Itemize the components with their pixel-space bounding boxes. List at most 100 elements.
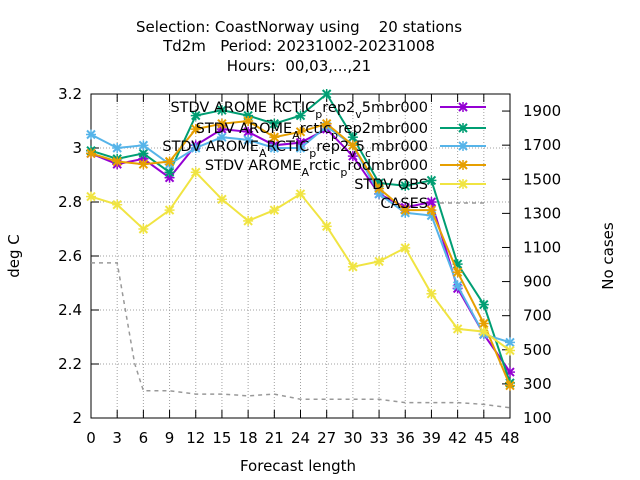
legend-subscript: v bbox=[355, 108, 362, 121]
legend-label: STDV AROMEArcticprep2mbr000 bbox=[196, 121, 428, 142]
legend-subscript: p bbox=[315, 108, 322, 121]
y-tick-label: 2.8 bbox=[58, 193, 82, 211]
data-point bbox=[269, 143, 280, 153]
y2-tick-label: 700 bbox=[523, 307, 552, 325]
legend-subscript: p bbox=[340, 166, 347, 179]
series-5 bbox=[91, 262, 511, 409]
legend-text-part: rep2mbr000 bbox=[338, 121, 428, 137]
data-point bbox=[374, 256, 385, 267]
y2-tick-label: 100 bbox=[523, 409, 552, 427]
y2-axis-ticks: 100 300 500 700 900 1100 1300 1500 1700 1900 bbox=[502, 102, 561, 427]
y2-tick-label: 1300 bbox=[523, 204, 561, 222]
x-axis-ticks: 0 3 6 9 12 15 18 21 24 27 30 33 36 39 42 45 48 bbox=[86, 94, 520, 447]
legend-text-part: rep2 bbox=[322, 100, 355, 116]
data-point bbox=[112, 199, 123, 210]
data-point bbox=[138, 159, 149, 170]
series-3 bbox=[86, 116, 515, 391]
x-tick-label: 33 bbox=[370, 429, 389, 447]
legend-entry-1: STDV AROMEArcticprep2mbr000 bbox=[196, 121, 486, 142]
x-tick-label: 36 bbox=[396, 429, 415, 447]
data-point bbox=[452, 280, 463, 291]
legend-text-part: rctic bbox=[300, 121, 331, 137]
legend-label: STDV AROMEArcticprodmbr000 bbox=[205, 158, 428, 179]
legend-text-part: 5 bbox=[356, 139, 365, 155]
data-point bbox=[452, 323, 463, 334]
data-point bbox=[347, 151, 358, 162]
data-point bbox=[426, 175, 437, 186]
legend-label: STDV OBS bbox=[354, 177, 428, 193]
x-tick-label: 6 bbox=[139, 429, 149, 447]
y2-tick-label: 1100 bbox=[523, 238, 561, 256]
legend-entry-4: STDV OBS bbox=[354, 177, 486, 193]
legend-label: CASES bbox=[380, 196, 428, 212]
data-point bbox=[452, 267, 463, 278]
data-point bbox=[164, 205, 175, 216]
legend-subscript: p bbox=[331, 129, 338, 142]
x-tick-label: 0 bbox=[86, 429, 96, 447]
data-point bbox=[426, 288, 437, 299]
data-point bbox=[347, 261, 358, 272]
legend-marker bbox=[458, 123, 468, 133]
data-point bbox=[190, 143, 201, 153]
data-point bbox=[216, 194, 227, 205]
data-point bbox=[347, 140, 358, 151]
data-point bbox=[138, 148, 149, 159]
legend-subscript: c bbox=[365, 147, 371, 160]
y2-tick-label: 300 bbox=[523, 375, 552, 393]
legend-marker bbox=[458, 179, 468, 189]
y-axis-label: deg C bbox=[5, 234, 23, 278]
data-point bbox=[426, 205, 437, 216]
legend-text-part: STDV AROME bbox=[162, 139, 259, 155]
y-tick-label: 2 bbox=[72, 409, 82, 427]
y2-axis-label: No cases bbox=[599, 222, 617, 290]
data-point bbox=[400, 205, 411, 216]
legend-entry-2: STDV AROMEARCTICprep2v5cmbr000 bbox=[162, 139, 486, 160]
data-point bbox=[243, 116, 254, 126]
legend-text-part: CASES bbox=[380, 196, 428, 212]
data-series bbox=[86, 89, 515, 409]
y-axis-ticks: 2 2.2 2.4 2.6 2.8 3 3.2 bbox=[58, 85, 99, 427]
data-point bbox=[321, 89, 332, 99]
x-tick-label: 15 bbox=[212, 429, 231, 447]
legend-subscript: A bbox=[292, 129, 300, 142]
data-point bbox=[295, 126, 306, 137]
legend-marker bbox=[458, 160, 468, 170]
y2-tick-label: 500 bbox=[523, 341, 552, 359]
data-point bbox=[86, 191, 96, 202]
x-tick-label: 27 bbox=[317, 429, 336, 447]
title-line-2: Td2m Period: 20231002-20231008 bbox=[162, 37, 435, 55]
data-point bbox=[138, 140, 149, 151]
legend-text-part: RCTIC bbox=[273, 100, 316, 116]
data-point bbox=[243, 215, 254, 226]
data-point bbox=[86, 148, 96, 159]
legend-text-part: STDV OBS bbox=[354, 177, 428, 193]
data-point bbox=[86, 129, 96, 140]
legend-label: STDV AROMEARCTICprep2v5cmbr000 bbox=[162, 139, 428, 160]
x-tick-label: 3 bbox=[112, 429, 122, 447]
legend-text-part: rctic bbox=[309, 158, 340, 174]
legend-subscript: p bbox=[309, 147, 316, 160]
x-tick-label: 9 bbox=[165, 429, 175, 447]
x-tick-label: 30 bbox=[343, 429, 362, 447]
x-tick-label: 12 bbox=[186, 429, 205, 447]
data-point bbox=[216, 105, 227, 116]
grid-lines bbox=[91, 94, 510, 418]
data-point bbox=[400, 242, 411, 253]
data-point bbox=[190, 167, 201, 178]
legend-marker bbox=[458, 141, 468, 151]
title-line-3: Hours: 00,03,...,21 bbox=[227, 57, 371, 75]
y2-tick-label: 1700 bbox=[523, 136, 561, 154]
data-point bbox=[243, 126, 254, 137]
data-point bbox=[321, 118, 332, 129]
y-tick-label: 3 bbox=[72, 139, 82, 157]
legend-entry-0: STDV AROME_RCTICprep2v5mbr000 bbox=[170, 100, 486, 121]
data-point bbox=[138, 224, 149, 234]
data-point bbox=[400, 180, 411, 191]
legend-subscript: A bbox=[259, 147, 267, 160]
series-line bbox=[91, 262, 511, 409]
data-point bbox=[505, 345, 515, 356]
title-line-1: Selection: CoastNorway using 20 stations bbox=[136, 18, 462, 36]
data-point bbox=[374, 183, 385, 194]
legend-text-part: rep2 bbox=[316, 139, 349, 155]
